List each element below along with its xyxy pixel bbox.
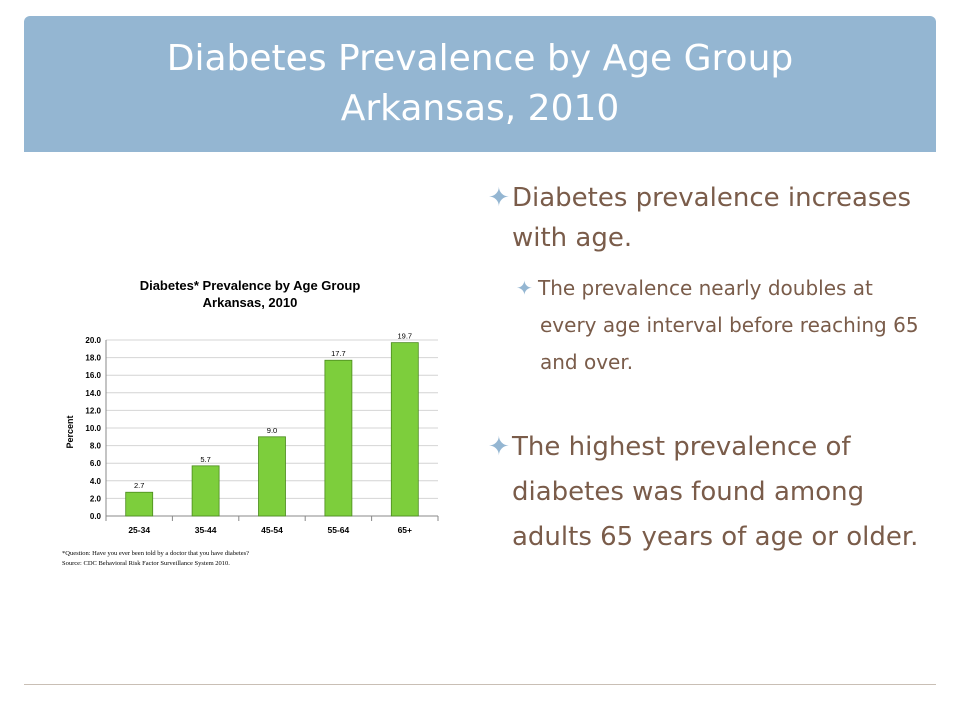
bar-55-64 xyxy=(324,359,353,517)
star-bullet-icon: ✦ xyxy=(516,276,533,300)
bar-chart: Diabetes* Prevalence by Age Group Arkans… xyxy=(60,270,450,575)
y-tick-label: 14.0 xyxy=(85,389,101,398)
y-tick-label: 2.0 xyxy=(90,494,102,503)
star-bullet-icon: ✦ xyxy=(488,183,510,213)
y-tick-label: 20.0 xyxy=(85,336,101,345)
x-tick-label: 65+ xyxy=(398,525,412,535)
bullet-level-1: ✦The highest prevalence of diabetes was … xyxy=(488,425,928,560)
y-tick-label: 0.0 xyxy=(90,512,102,521)
y-axis-label: Percent xyxy=(65,415,75,448)
bullet-list: ✦Diabetes prevalence increases with age.… xyxy=(488,178,928,560)
slide-title-line-2: Arkansas, 2010 xyxy=(340,88,620,129)
bar-35-44 xyxy=(191,465,220,517)
bar-25-34 xyxy=(125,491,154,517)
slide-title-line-1: Diabetes Prevalence by Age Group xyxy=(166,38,794,79)
x-tick-label: 25-34 xyxy=(128,525,150,535)
data-label: 5.7 xyxy=(200,455,210,464)
chart-footnote-source: Source: CDC Behavioral Risk Factor Surve… xyxy=(62,560,230,567)
y-tick-label: 4.0 xyxy=(90,477,102,486)
y-tick-label: 16.0 xyxy=(85,371,101,380)
data-label: 2.7 xyxy=(134,481,144,490)
data-label: 17.7 xyxy=(331,349,346,358)
chart-svg: Diabetes* Prevalence by Age Group Arkans… xyxy=(62,278,439,567)
y-tick-label: 10.0 xyxy=(85,424,101,433)
x-tick-label: 35-44 xyxy=(195,525,217,535)
y-tick-label: 18.0 xyxy=(85,354,101,363)
bullet-level-2: ✦ The prevalence nearly doubles at every … xyxy=(488,270,928,381)
bullet-text: Diabetes prevalence increases with age. xyxy=(512,183,912,253)
y-tick-label: 8.0 xyxy=(90,442,102,451)
star-bullet-icon: ✦ xyxy=(488,432,510,462)
chart-subtitle: Arkansas, 2010 xyxy=(203,295,298,310)
chart-title: Diabetes* Prevalence by Age Group xyxy=(140,278,361,293)
data-label: 19.7 xyxy=(397,332,412,341)
bottom-divider xyxy=(24,684,936,685)
x-tick-label: 55-64 xyxy=(328,525,350,535)
y-tick-label: 12.0 xyxy=(85,406,101,415)
bar-45-54 xyxy=(258,436,286,517)
bar-65+ xyxy=(390,342,419,517)
x-tick-label: 45-54 xyxy=(261,525,283,535)
title-bar: Diabetes Prevalence by Age Group Arkansa… xyxy=(24,16,936,152)
bullet-text: The highest prevalence of diabetes was f… xyxy=(512,432,919,552)
chart-footnote-question: *Question: Have you ever been told by a … xyxy=(62,550,249,557)
data-label: 9.0 xyxy=(267,426,277,435)
y-tick-label: 6.0 xyxy=(90,459,102,468)
bullet-level-1: ✦Diabetes prevalence increases with age. xyxy=(488,178,928,258)
bullet-text: The prevalence nearly doubles at every a… xyxy=(538,276,919,374)
